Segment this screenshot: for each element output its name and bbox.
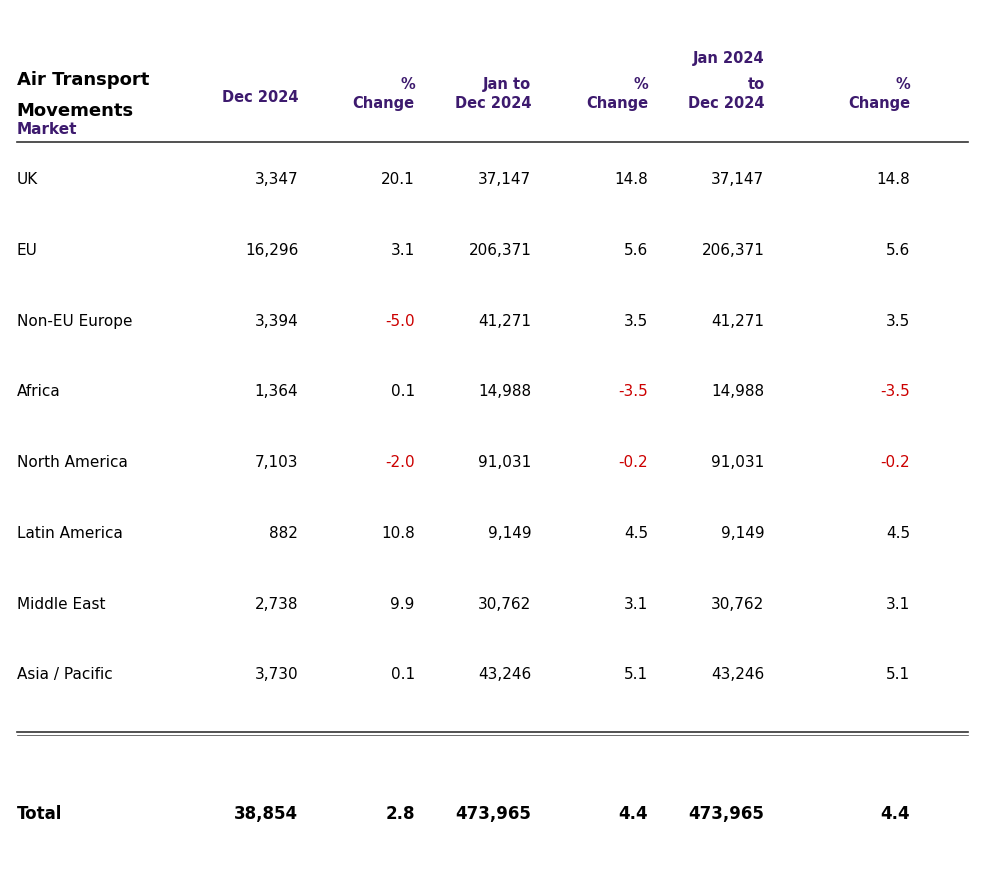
Text: 5.1: 5.1 <box>624 667 648 682</box>
Text: 206,371: 206,371 <box>701 243 764 258</box>
Text: 473,965: 473,965 <box>689 805 764 823</box>
Text: 4.5: 4.5 <box>886 526 910 541</box>
Text: 5.1: 5.1 <box>886 667 910 682</box>
Text: 30,762: 30,762 <box>478 596 531 612</box>
Text: 14.8: 14.8 <box>877 172 910 187</box>
Text: 3,394: 3,394 <box>254 314 298 329</box>
Text: 9,149: 9,149 <box>488 526 531 541</box>
Text: Change: Change <box>848 96 910 111</box>
Text: 0.1: 0.1 <box>391 384 415 399</box>
Text: Latin America: Latin America <box>17 526 122 541</box>
Text: 1,364: 1,364 <box>255 384 298 399</box>
Text: 41,271: 41,271 <box>711 314 764 329</box>
Text: -0.2: -0.2 <box>619 455 648 470</box>
Text: 5.6: 5.6 <box>886 243 910 258</box>
Text: 9.9: 9.9 <box>390 596 415 612</box>
Text: Jan 2024: Jan 2024 <box>692 51 764 67</box>
Text: Total: Total <box>17 805 62 823</box>
Text: %: % <box>895 77 910 92</box>
Text: 41,271: 41,271 <box>479 314 531 329</box>
Text: 3.1: 3.1 <box>886 596 910 612</box>
Text: 882: 882 <box>270 526 298 541</box>
Text: to: to <box>748 77 764 92</box>
Text: 37,147: 37,147 <box>479 172 531 187</box>
Text: -5.0: -5.0 <box>385 314 415 329</box>
Text: 3,347: 3,347 <box>255 172 298 187</box>
Text: 91,031: 91,031 <box>711 455 764 470</box>
Text: 2.8: 2.8 <box>385 805 415 823</box>
Text: 473,965: 473,965 <box>455 805 531 823</box>
Text: EU: EU <box>17 243 37 258</box>
Text: -0.2: -0.2 <box>881 455 910 470</box>
Text: 4.5: 4.5 <box>624 526 648 541</box>
Text: 37,147: 37,147 <box>711 172 764 187</box>
Text: Non-EU Europe: Non-EU Europe <box>17 314 132 329</box>
Text: 3.5: 3.5 <box>886 314 910 329</box>
Text: 3.1: 3.1 <box>391 243 415 258</box>
Text: -3.5: -3.5 <box>619 384 648 399</box>
Text: 3,730: 3,730 <box>255 667 298 682</box>
Text: 14.8: 14.8 <box>614 172 648 187</box>
Text: 43,246: 43,246 <box>478 667 531 682</box>
Text: Air Transport: Air Transport <box>17 71 149 89</box>
Text: Movements: Movements <box>17 102 134 119</box>
Text: 7,103: 7,103 <box>255 455 298 470</box>
Text: Jan to: Jan to <box>484 77 531 92</box>
Text: Dec 2024: Dec 2024 <box>455 96 531 111</box>
Text: 10.8: 10.8 <box>381 526 415 541</box>
Text: North America: North America <box>17 455 127 470</box>
Text: Market: Market <box>17 122 77 137</box>
Text: UK: UK <box>17 172 37 187</box>
Text: 30,762: 30,762 <box>711 596 764 612</box>
Text: 43,246: 43,246 <box>711 667 764 682</box>
Text: 3.1: 3.1 <box>624 596 648 612</box>
Text: 20.1: 20.1 <box>381 172 415 187</box>
Text: 4.4: 4.4 <box>619 805 648 823</box>
Text: 206,371: 206,371 <box>469 243 531 258</box>
Text: Middle East: Middle East <box>17 596 105 612</box>
Text: Dec 2024: Dec 2024 <box>688 96 764 111</box>
Text: 38,854: 38,854 <box>234 805 298 823</box>
Text: -3.5: -3.5 <box>881 384 910 399</box>
Text: 16,296: 16,296 <box>245 243 298 258</box>
Text: Change: Change <box>586 96 648 111</box>
Text: Asia / Pacific: Asia / Pacific <box>17 667 112 682</box>
Text: -2.0: -2.0 <box>385 455 415 470</box>
Text: 91,031: 91,031 <box>478 455 531 470</box>
Text: 14,988: 14,988 <box>711 384 764 399</box>
Text: Change: Change <box>353 96 415 111</box>
Text: 3.5: 3.5 <box>624 314 648 329</box>
Text: 2,738: 2,738 <box>255 596 298 612</box>
Text: 4.4: 4.4 <box>881 805 910 823</box>
Text: %: % <box>633 77 648 92</box>
Text: 9,149: 9,149 <box>721 526 764 541</box>
Text: Dec 2024: Dec 2024 <box>222 90 298 105</box>
Text: 14,988: 14,988 <box>479 384 531 399</box>
Text: %: % <box>400 77 415 92</box>
Text: 5.6: 5.6 <box>624 243 648 258</box>
Text: Africa: Africa <box>17 384 60 399</box>
Text: 0.1: 0.1 <box>391 667 415 682</box>
